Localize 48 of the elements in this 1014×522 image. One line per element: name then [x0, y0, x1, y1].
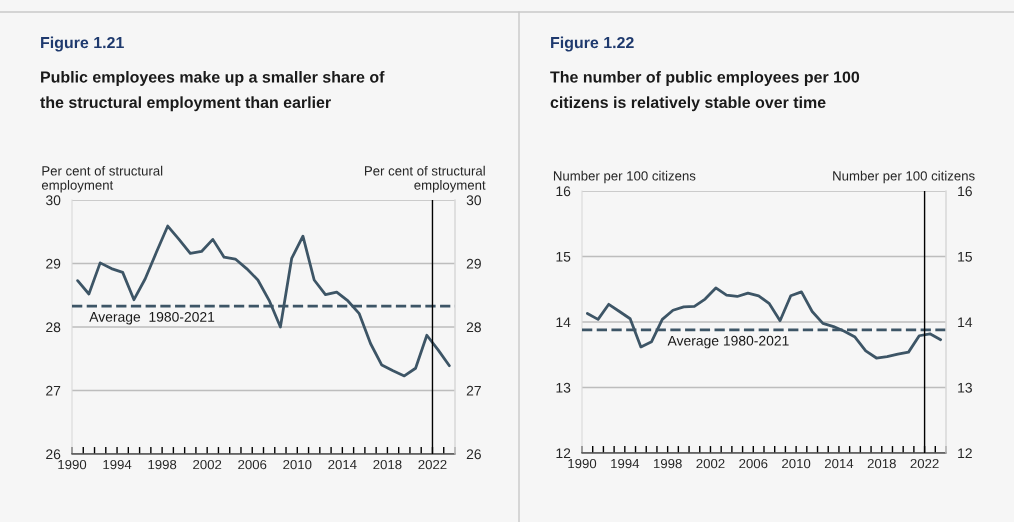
y-tick-label: 14 — [556, 317, 571, 328]
x-tick-label: 1998 — [653, 458, 682, 469]
y-tick-label: 27 — [46, 385, 61, 396]
annotation: Average 1980-2021 — [667, 335, 789, 349]
y-tick-label: 26 — [46, 449, 61, 460]
y2-tick-label: 29 — [466, 258, 481, 269]
y2-tick-label: 27 — [466, 385, 481, 396]
x-tick-label: 2010 — [283, 459, 312, 470]
x-tick-label: 2014 — [328, 459, 357, 470]
y2-tick-label: 12 — [958, 448, 972, 459]
y-tick-label: 16 — [556, 186, 571, 197]
y-tick-label: 29 — [46, 258, 61, 269]
y2-tick-label: 13 — [958, 382, 972, 393]
x-tick-label: 2006 — [739, 458, 768, 469]
y2-axis-title: Number per 100 citizens — [833, 170, 975, 184]
x-tick-label: 2018 — [373, 459, 402, 470]
x-tick-label: 2014 — [824, 458, 854, 469]
y-tick-label: 12 — [556, 448, 571, 459]
y2-tick-label: 16 — [958, 186, 972, 197]
y-tick-label: 28 — [46, 322, 61, 333]
y2-tick-label: 15 — [958, 251, 972, 262]
y-tick-label: 30 — [45, 195, 61, 206]
x-tick-label: 1998 — [148, 459, 177, 470]
chart-title: Figure 1.22 — [551, 36, 634, 52]
x-tick-label: 2002 — [193, 459, 222, 470]
x-tick-label: 1990 — [568, 458, 597, 469]
x-tick-label: 1994 — [103, 459, 132, 470]
x-tick-label: 2002 — [696, 458, 725, 469]
x-tick-label: 2010 — [782, 458, 811, 469]
y-axis-title: Per cent of structural employment — [41, 165, 163, 193]
chart-subtitle: Public employees make up a smaller share of the structural employment than earlier — [40, 71, 385, 112]
y2-tick-label: 26 — [466, 449, 481, 460]
y2-tick-label: 14 — [958, 317, 973, 328]
x-tick-label: 2006 — [238, 459, 267, 470]
y-tick-label: 15 — [556, 251, 571, 262]
chart-subtitle: The number of public employees per 100 citizens is relatively stable over time — [550, 71, 860, 112]
y2-tick-label: 28 — [466, 322, 481, 333]
x-tick-label: 2018 — [867, 458, 896, 469]
y-axis-title: Number per 100 citizens — [553, 170, 696, 184]
x-tick-label: 1994 — [611, 458, 640, 469]
y-tick-label: 13 — [556, 382, 571, 393]
chart-title: Figure 1.21 — [41, 36, 124, 52]
x-tick-label: 1990 — [58, 459, 87, 470]
x-tick-label: 2022 — [418, 459, 447, 470]
x-tick-label: 2022 — [910, 458, 939, 469]
y2-axis-title: Per cent of structural employment — [365, 165, 486, 193]
y2-tick-label: 30 — [466, 195, 482, 206]
annotation: Average 1980-2021 — [89, 311, 215, 325]
